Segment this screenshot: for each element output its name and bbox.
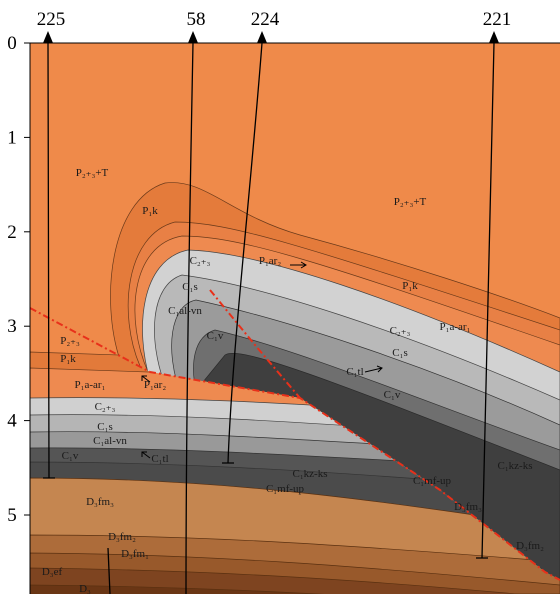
formation-label: C₁s xyxy=(392,347,407,359)
depth-label: 5 xyxy=(7,505,17,526)
formation-label: P₁a-ar₁ xyxy=(440,321,471,333)
formation-label: P₁ar₂ xyxy=(259,255,281,267)
formation-label: D₃fm₂ xyxy=(516,540,544,552)
formation-label: P₂₊₃+T xyxy=(76,167,109,179)
formation-label: C₁al-vn xyxy=(93,435,127,447)
formation-label: P₁k xyxy=(402,280,418,292)
formation-label: C₁mf-up xyxy=(266,483,305,495)
cross-section: 0 1 2 3 4 5 225 58 224 221 P₂₊₃+T P₂₊₃+T P₁k P₁k C₂₊₃ P… xyxy=(0,0,560,594)
formation-label: D₃fm₃ xyxy=(454,501,482,513)
formation-label: P₁ar₂ xyxy=(144,379,166,391)
depth-label: 0 xyxy=(7,33,17,54)
depth-label: 2 xyxy=(7,222,17,243)
formation-label: D₃fm₁ xyxy=(121,548,149,560)
well-label: 58 xyxy=(187,9,206,30)
well-label: 224 xyxy=(251,9,280,30)
formation-label: C₁al-vn xyxy=(168,305,202,317)
formation-label: C₂₊₃ xyxy=(190,255,211,267)
formation-label: C₁tl xyxy=(151,453,168,465)
formation-label: P₂₊₃ xyxy=(60,335,80,347)
formation-label: C₁kz-ks xyxy=(293,468,328,480)
depth-label: 4 xyxy=(7,411,17,432)
formation-label: D₃fm₂ xyxy=(108,531,136,543)
formation-label: C₂₊₃ xyxy=(390,325,411,337)
formation-label: D₃ xyxy=(79,583,91,594)
formation-label: P₁k xyxy=(60,353,76,365)
depth-label: 3 xyxy=(7,316,17,337)
formation-label: C₁mf-up xyxy=(413,475,452,487)
well-head-arrow xyxy=(188,31,198,43)
formation-label: C₁kz-ks xyxy=(498,460,533,472)
formation-label: C₁v xyxy=(62,450,79,462)
formation-label: P₁a-ar₁ xyxy=(75,379,106,391)
formation-label: P₂₊₃+T xyxy=(394,196,427,208)
page: {"wells": [{"label": "225"}, {"label": "… xyxy=(0,0,560,594)
formation-label: C₁v xyxy=(384,389,401,401)
well-head-arrow xyxy=(257,31,267,43)
formation-label: C₁s xyxy=(97,421,112,433)
formation-label: C₂₊₃ xyxy=(95,401,116,413)
formation-label: C₁s xyxy=(182,281,197,293)
depth-label: 1 xyxy=(7,127,17,148)
formation-label: D₃ef xyxy=(42,566,63,578)
formation-label: C₁v xyxy=(207,330,224,342)
well-head-arrow xyxy=(489,31,499,43)
well-label: 225 xyxy=(37,9,66,30)
formation-label: D₃fm₃ xyxy=(86,496,114,508)
well-head-arrow xyxy=(43,31,53,43)
well-label: 221 xyxy=(483,9,512,30)
formation-label: C₁tl xyxy=(346,366,363,378)
formation-label: P₁k xyxy=(142,205,158,217)
